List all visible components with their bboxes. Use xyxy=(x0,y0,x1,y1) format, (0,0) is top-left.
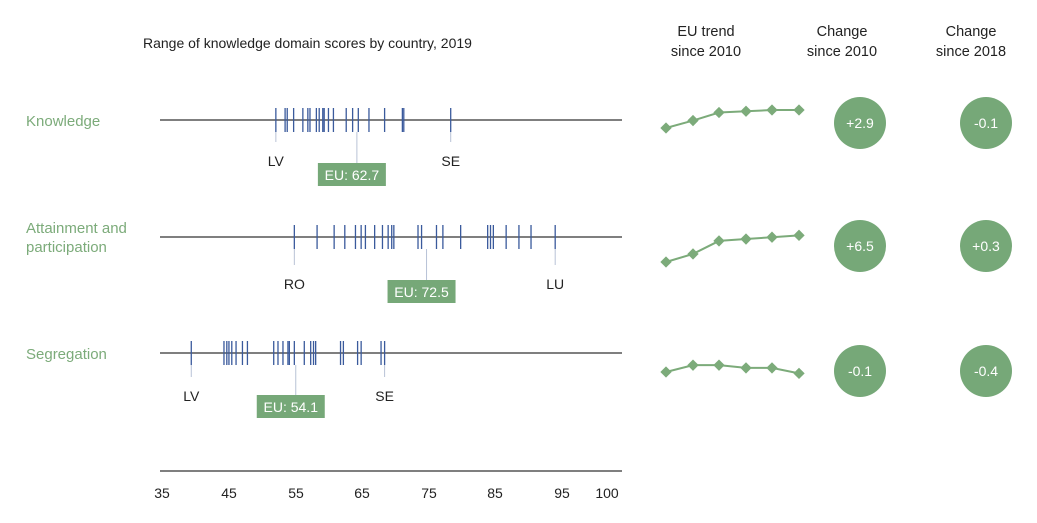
row-0: Knowledge LV SE EU: 62.7 +2.9 -0.1 xyxy=(26,97,1012,186)
eu-trend-point xyxy=(740,362,752,374)
x-tick-label: 75 xyxy=(421,485,437,501)
eu-trend-point xyxy=(660,366,672,378)
header-change2018-line-1: Change xyxy=(946,24,997,40)
eu-trend-point xyxy=(687,114,699,127)
change-since-2018-circle xyxy=(960,345,1012,397)
eu-trend-point xyxy=(687,248,699,260)
eu-trend-point xyxy=(660,256,672,268)
country-label-low: LV xyxy=(183,388,200,404)
chart-title: Range of knowledge domain scores by coun… xyxy=(143,35,472,51)
eu-value-label: EU: 72.5 xyxy=(394,284,449,300)
country-label-high: LU xyxy=(546,276,564,292)
eu-trend-point xyxy=(766,362,778,374)
eu-box xyxy=(256,395,325,418)
change-since-2010-value: +6.5 xyxy=(846,238,874,254)
country-label-low: LV xyxy=(268,153,285,169)
eu-box xyxy=(317,163,386,186)
eu-value-label: EU: 54.1 xyxy=(264,399,319,415)
change-since-2018-value: -0.4 xyxy=(974,363,998,379)
x-tick-label: 65 xyxy=(354,485,370,501)
eu-trend-line xyxy=(665,109,799,129)
change-since-2018-value: +0.3 xyxy=(972,238,1000,254)
x-tick-label: 45 xyxy=(221,485,237,501)
x-tick-label: 95 xyxy=(554,485,570,501)
x-tick-label: 85 xyxy=(487,485,503,501)
x-axis: 35 45 55 65 75 85 95 100 xyxy=(154,470,622,501)
change-since-2018-circle xyxy=(960,97,1012,149)
x-tick-label: 100 xyxy=(595,485,619,501)
change-since-2018-value: -0.1 xyxy=(974,115,998,131)
header-change2010-line-1: Change xyxy=(817,24,868,40)
change-since-2010-value: +2.9 xyxy=(846,115,874,131)
eu-trend-point xyxy=(793,104,805,116)
eu-trend-point xyxy=(713,106,725,119)
row-label-1-0: Attainment and xyxy=(26,220,127,237)
change-since-2010-circle xyxy=(834,220,886,272)
eu-trend-line xyxy=(665,234,800,263)
row-label-1-1: participation xyxy=(26,239,107,256)
x-tick-label: 35 xyxy=(154,485,170,501)
eu-trend-point xyxy=(793,229,805,241)
header-trend-line-2: since 2010 xyxy=(671,44,741,60)
change-since-2010-value: -0.1 xyxy=(848,363,872,379)
country-label-high: SE xyxy=(441,153,460,169)
eu-trend-point xyxy=(766,104,778,116)
row-label-0-0: Knowledge xyxy=(26,113,100,130)
eu-trend-point xyxy=(740,233,752,245)
country-label-high: SE xyxy=(375,388,394,404)
row-2: Segregation LV SE EU: 54.1 -0.1 -0.4 xyxy=(26,341,1012,418)
eu-trend-point xyxy=(713,235,725,247)
change-since-2018-circle xyxy=(960,220,1012,272)
row-1: Attainment and participation RO LU EU: 72.5 +… xyxy=(26,220,1012,303)
eu-trend-point xyxy=(766,231,778,243)
header-change2018-line-2: since 2018 xyxy=(936,44,1006,60)
country-label-low: RO xyxy=(284,276,305,292)
header-trend-line-1: EU trend xyxy=(677,24,734,40)
header-change2010-line-2: since 2010 xyxy=(807,44,877,60)
eu-trend-point xyxy=(687,359,699,371)
eu-trend-line xyxy=(665,364,800,375)
eu-trend-point xyxy=(713,359,725,371)
eu-value-label: EU: 62.7 xyxy=(325,167,380,183)
x-tick-label: 55 xyxy=(288,485,304,501)
change-since-2010-circle xyxy=(834,97,886,149)
row-label-2-0: Segregation xyxy=(26,346,107,363)
eu-trend-point xyxy=(793,367,805,380)
change-since-2010-circle xyxy=(834,345,886,397)
eu-trend-point xyxy=(660,122,672,134)
eu-trend-point xyxy=(740,105,752,117)
eu-box xyxy=(387,280,456,303)
